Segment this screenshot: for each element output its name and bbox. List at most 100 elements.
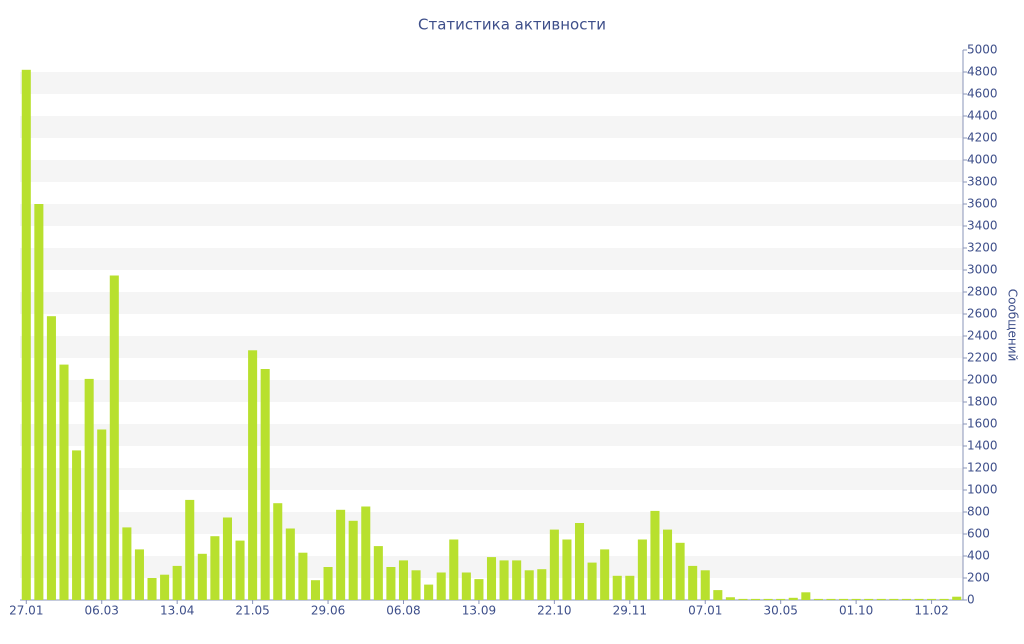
- y-tick-label: 600: [967, 527, 990, 541]
- bar: [72, 450, 82, 600]
- grid-band: [20, 380, 963, 402]
- bar: [59, 364, 69, 600]
- bar: [751, 598, 761, 600]
- y-tick-label: 2200: [967, 351, 998, 365]
- bar: [46, 316, 56, 600]
- bar: [109, 275, 119, 600]
- bar: [826, 598, 836, 600]
- bar: [663, 529, 673, 600]
- bar: [499, 560, 509, 600]
- y-axis-title: Сообщений: [1006, 289, 1020, 362]
- bar: [273, 503, 283, 600]
- y-tick-label: 1400: [967, 439, 998, 453]
- bar: [839, 598, 849, 600]
- x-tick-label: 13.09: [462, 604, 496, 618]
- grid-band: [20, 116, 963, 138]
- bar: [788, 597, 798, 600]
- bar: [901, 598, 911, 600]
- bar: [34, 204, 44, 600]
- y-tick-label: 200: [967, 571, 990, 585]
- bar: [713, 590, 723, 600]
- x-tick-label: 27.01: [9, 604, 43, 618]
- bar: [310, 580, 320, 600]
- grid-band: [20, 248, 963, 270]
- bar: [210, 536, 220, 600]
- grid-band: [20, 160, 963, 182]
- chart-title: Статистика активности: [418, 16, 606, 34]
- bar: [851, 598, 861, 600]
- bar: [700, 570, 710, 600]
- bar: [411, 570, 421, 600]
- bar: [248, 350, 258, 600]
- bar: [348, 520, 358, 600]
- bar: [197, 553, 207, 600]
- bar: [235, 540, 245, 600]
- bar: [260, 369, 270, 600]
- bar: [537, 569, 547, 600]
- bar: [486, 557, 497, 600]
- x-tick-label: 29.11: [613, 604, 647, 618]
- bar: [813, 598, 823, 600]
- y-tick-label: 2600: [967, 307, 998, 321]
- bar: [763, 598, 773, 600]
- x-tick-label: 21.05: [235, 604, 269, 618]
- y-tick-label: 3000: [967, 263, 998, 277]
- bar: [927, 598, 937, 600]
- bar: [864, 598, 874, 600]
- x-tick-label: 11.02: [914, 604, 948, 618]
- bar: [776, 598, 786, 600]
- bar: [738, 598, 748, 600]
- y-tick-label: 4600: [967, 87, 998, 101]
- x-tick-label: 06.08: [386, 604, 420, 618]
- bar: [876, 598, 886, 600]
- y-tick-label: 4000: [967, 153, 998, 167]
- bar: [612, 575, 622, 600]
- bar: [122, 527, 132, 600]
- x-tick-label: 22.10: [537, 604, 571, 618]
- x-tick-label: 07.01: [688, 604, 722, 618]
- bar: [952, 596, 962, 600]
- bar: [336, 509, 346, 600]
- bar: [524, 570, 534, 600]
- bar: [21, 69, 31, 601]
- y-tick-label: 2800: [967, 285, 998, 299]
- grid-band: [20, 72, 963, 94]
- y-tick-label: 3400: [967, 219, 998, 233]
- bar: [285, 528, 295, 600]
- grid-band: [20, 336, 963, 358]
- x-tick-label: 01.10: [839, 604, 873, 618]
- y-tick-label: 3200: [967, 241, 998, 255]
- bar: [298, 552, 308, 600]
- bar: [386, 567, 396, 600]
- y-tick-label: 1600: [967, 417, 998, 431]
- grid-band: [20, 468, 963, 490]
- x-tick-label: 06.03: [85, 604, 119, 618]
- bar: [512, 560, 522, 600]
- y-tick-label: 4800: [967, 65, 998, 79]
- bar: [134, 549, 144, 600]
- bar: [97, 429, 107, 600]
- y-tick-label: 800: [967, 505, 990, 519]
- bar: [600, 549, 610, 600]
- y-tick-label: 1000: [967, 483, 998, 497]
- bar: [562, 539, 572, 600]
- bar: [914, 598, 924, 600]
- bar: [398, 560, 409, 600]
- bar: [373, 546, 383, 600]
- y-tick-label: 2000: [967, 373, 998, 387]
- x-tick-label: 29.06: [311, 604, 345, 618]
- bar: [222, 517, 232, 600]
- bar: [889, 598, 899, 600]
- bar: [801, 592, 811, 600]
- bar: [160, 574, 170, 600]
- bar: [625, 575, 635, 600]
- bar: [424, 584, 434, 600]
- bar: [549, 529, 559, 600]
- y-tick-label: 3800: [967, 175, 998, 189]
- bar: [436, 572, 446, 600]
- y-tick-label: 4200: [967, 131, 998, 145]
- bar: [474, 579, 484, 600]
- bar: [587, 562, 597, 600]
- y-tick-label: 400: [967, 549, 990, 563]
